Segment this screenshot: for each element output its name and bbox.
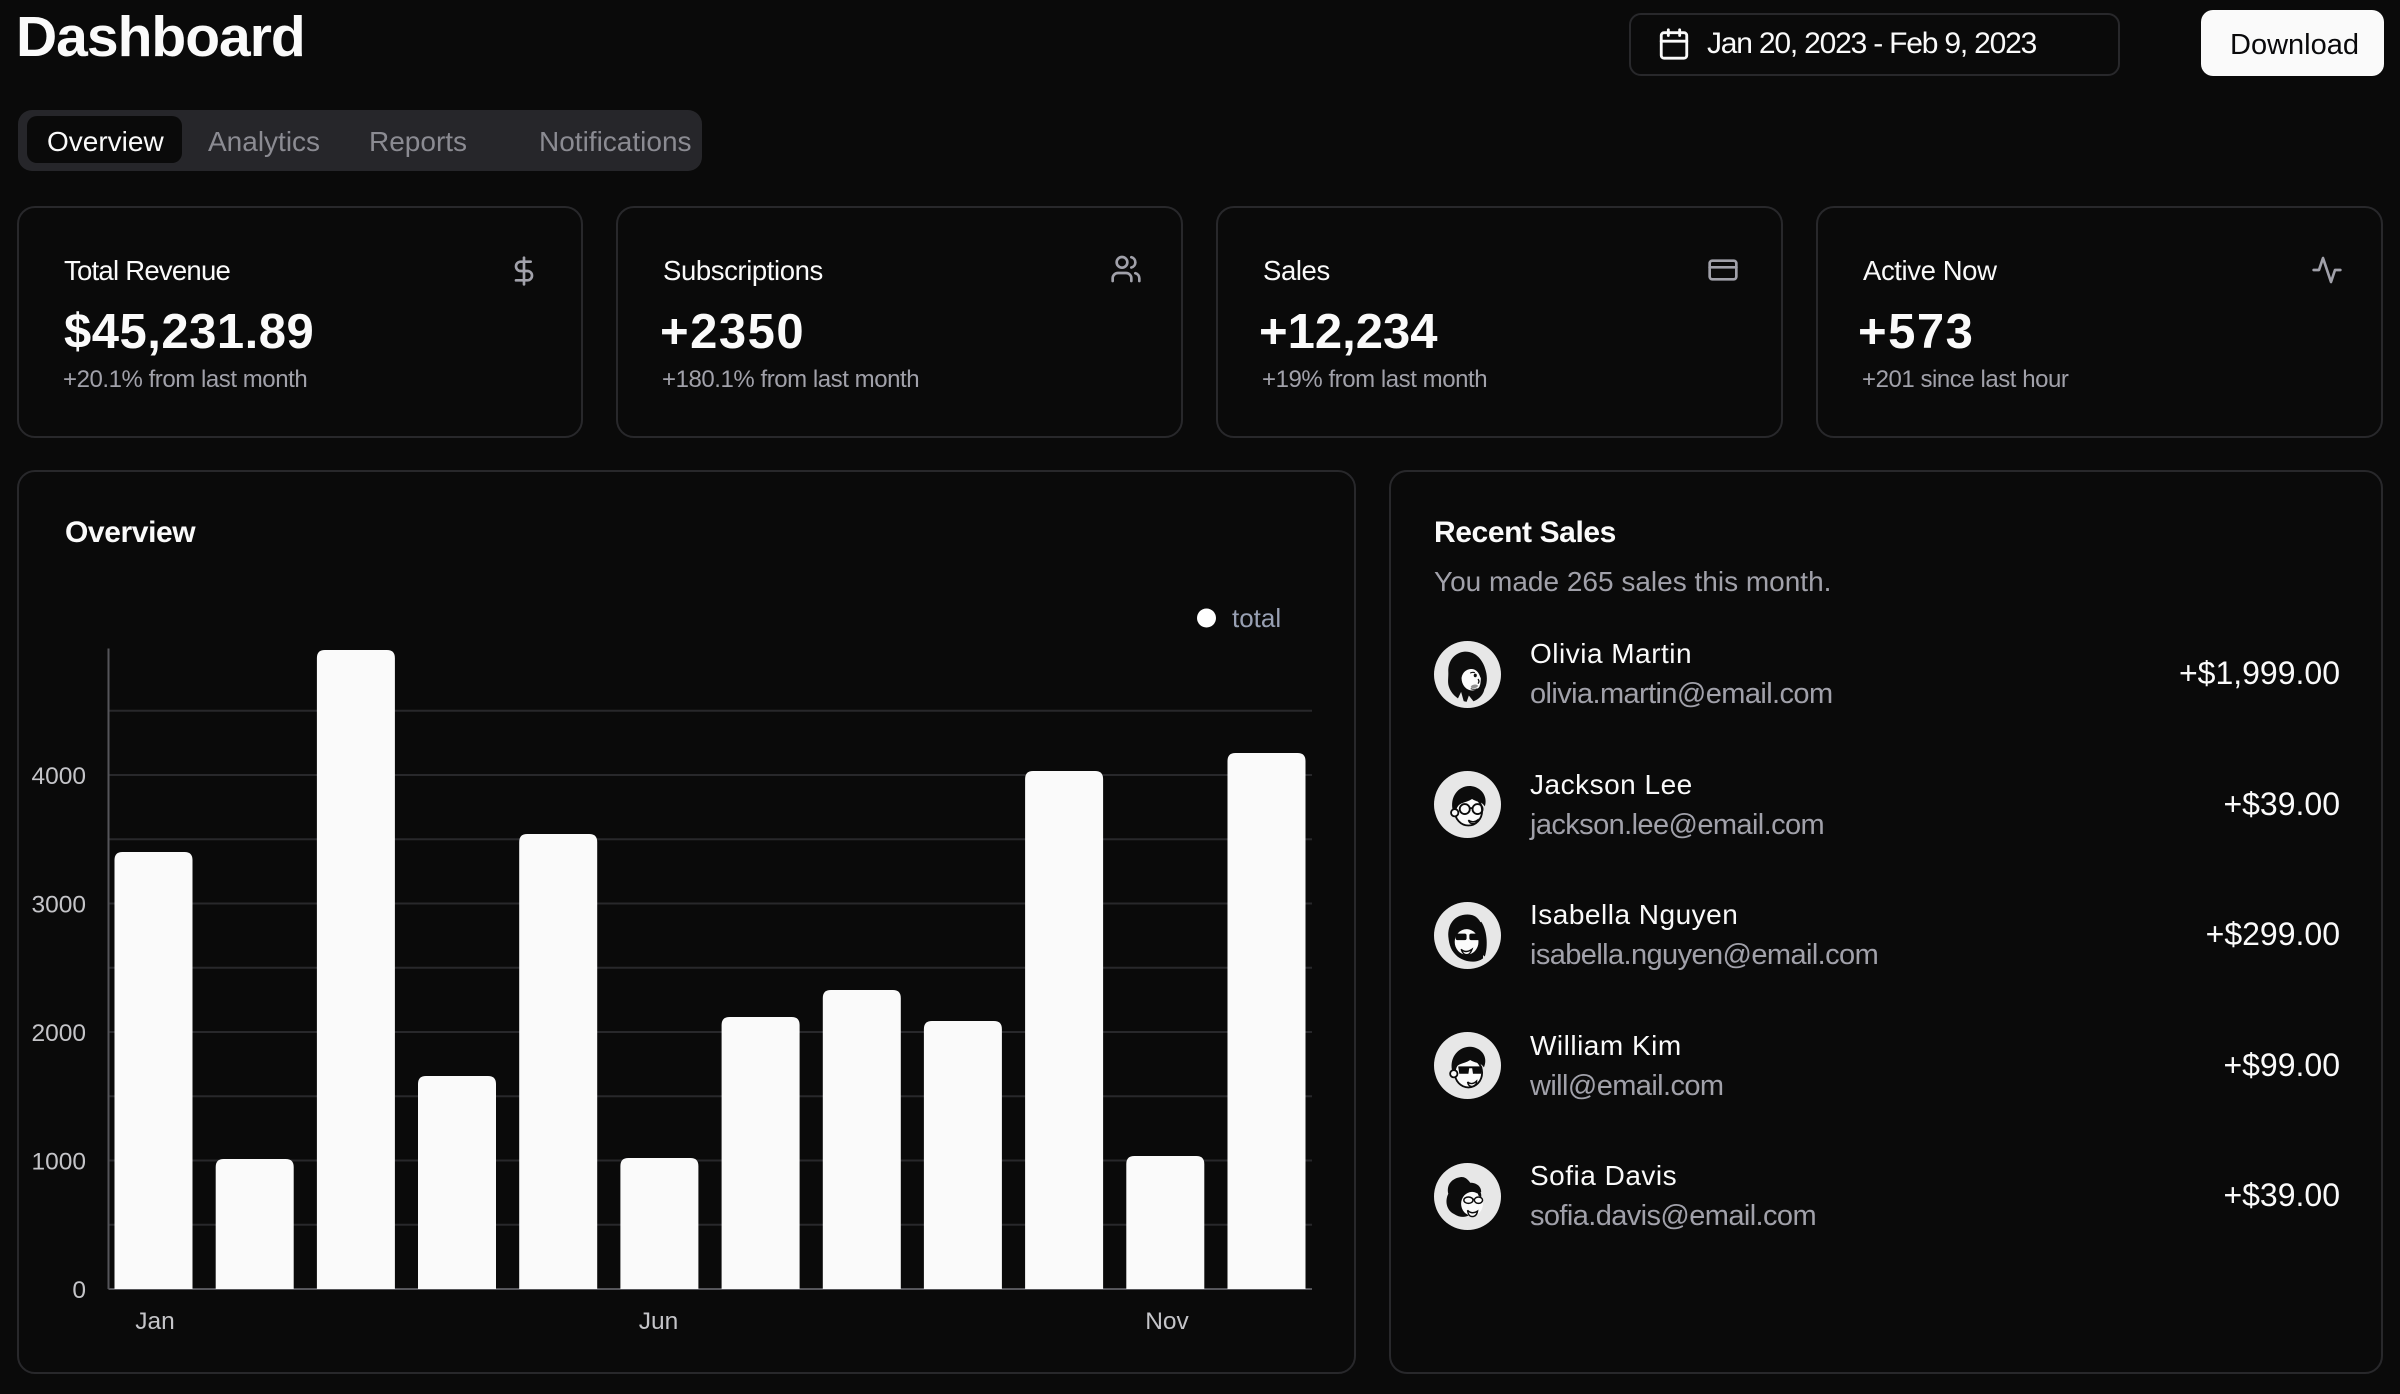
svg-text:2000: 2000 (31, 1020, 86, 1047)
svg-text:Jun: Jun (639, 1308, 679, 1335)
svg-text:4000: 4000 (31, 763, 86, 790)
svg-text:Jan: Jan (135, 1308, 175, 1335)
svg-text:Nov: Nov (1145, 1308, 1189, 1335)
svg-text:3000: 3000 (31, 892, 86, 919)
svg-text:0: 0 (72, 1277, 86, 1304)
svg-text:1000: 1000 (31, 1149, 86, 1176)
svg-text:total: total (1232, 603, 1281, 633)
